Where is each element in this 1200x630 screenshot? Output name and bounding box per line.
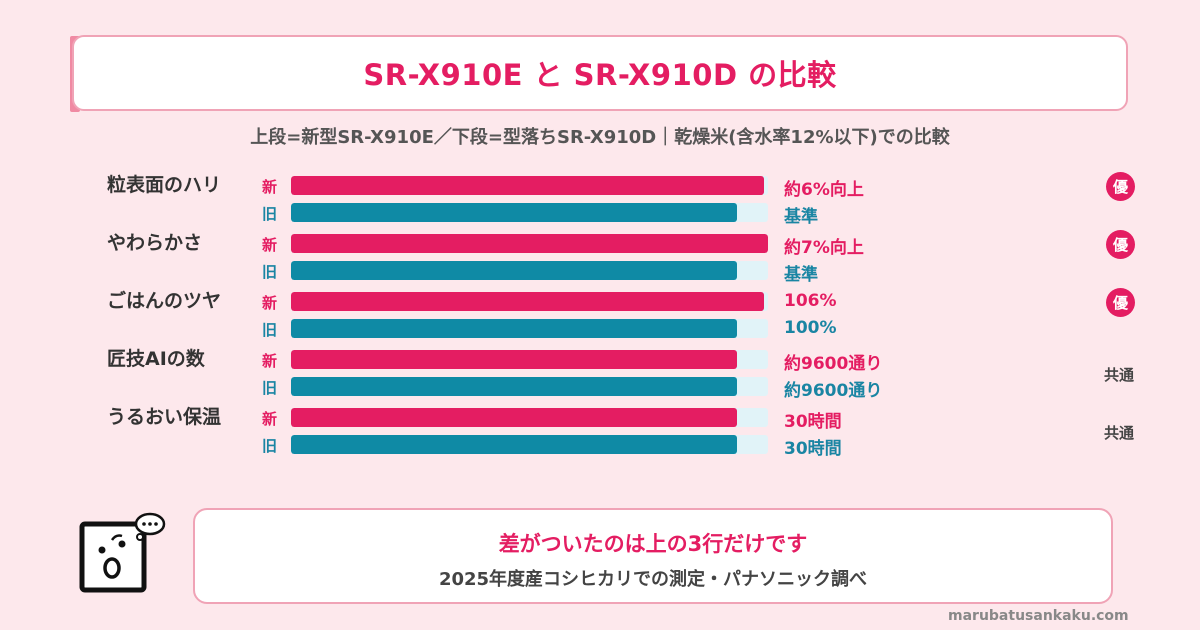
series-tag: 新 <box>262 236 278 254</box>
data-label: 100% <box>784 318 837 338</box>
mascot-icon <box>79 512 166 593</box>
series-tag: 新 <box>262 294 278 312</box>
bar <box>291 408 737 427</box>
category-label: やわらかさ <box>107 232 203 254</box>
data-label: 106% <box>784 291 837 311</box>
bar-track <box>291 176 768 195</box>
bar <box>291 234 768 253</box>
data-label: 30時間 <box>784 439 842 459</box>
series-tag: 旧 <box>262 437 278 455</box>
series-tag: 旧 <box>262 263 278 281</box>
site-credit: marubatusankaku.com <box>948 608 1129 624</box>
category-label: 匠技AIの数 <box>107 348 205 370</box>
bar <box>291 203 737 222</box>
bar-track <box>291 234 768 253</box>
bar-track <box>291 319 768 338</box>
superior-badge: 優 <box>1106 172 1135 201</box>
data-label: 30時間 <box>784 412 842 432</box>
bar <box>291 350 737 369</box>
bar-track <box>291 408 768 427</box>
data-label: 約9600通り <box>784 354 883 374</box>
bar-track <box>291 435 768 454</box>
footer-note: 2025年度産コシヒカリでの測定・パナソニック調べ <box>438 569 868 590</box>
bar-track <box>291 261 768 280</box>
bar <box>291 176 764 195</box>
chart-title: SR-X910E と SR-X910D の比較 <box>363 58 837 92</box>
bar <box>291 261 737 280</box>
category-label: ごはんのツヤ <box>107 290 222 312</box>
series-tag: 旧 <box>262 205 278 223</box>
series-tag: 旧 <box>262 379 278 397</box>
data-label: 基準 <box>784 207 818 227</box>
footer-callout: 差がついたのは上の3行だけです 2025年度産コシヒカリでの測定・パナソニック調… <box>193 508 1113 604</box>
bar <box>291 435 737 454</box>
series-tag: 旧 <box>262 321 278 339</box>
common-label: 共通 <box>1104 366 1135 384</box>
bar-track <box>291 292 768 311</box>
title-box: SR-X910E と SR-X910D の比較 <box>72 35 1128 111</box>
superior-badge: 優 <box>1106 230 1135 259</box>
series-tag: 新 <box>262 410 278 428</box>
footer-headline: 差がついたのは上の3行だけです <box>498 532 808 556</box>
category-label: うるおい保温 <box>107 406 222 428</box>
bar-track <box>291 377 768 396</box>
category-label: 粒表面のハリ <box>107 174 222 196</box>
data-label: 約7%向上 <box>784 238 864 258</box>
bar-track <box>291 350 768 369</box>
superior-badge: 優 <box>1106 288 1135 317</box>
common-label: 共通 <box>1104 424 1135 442</box>
bar <box>291 292 764 311</box>
bar-track <box>291 203 768 222</box>
bar <box>291 319 737 338</box>
data-label: 基準 <box>784 265 818 285</box>
series-tag: 新 <box>262 178 278 196</box>
data-label: 約9600通り <box>784 381 883 401</box>
chart-subtitle: 上段=新型SR-X910E／下段=型落ちSR-X910D｜乾燥米(含水率12%以… <box>250 127 950 148</box>
data-label: 約6%向上 <box>784 180 864 200</box>
series-tag: 新 <box>262 352 278 370</box>
bar <box>291 377 737 396</box>
